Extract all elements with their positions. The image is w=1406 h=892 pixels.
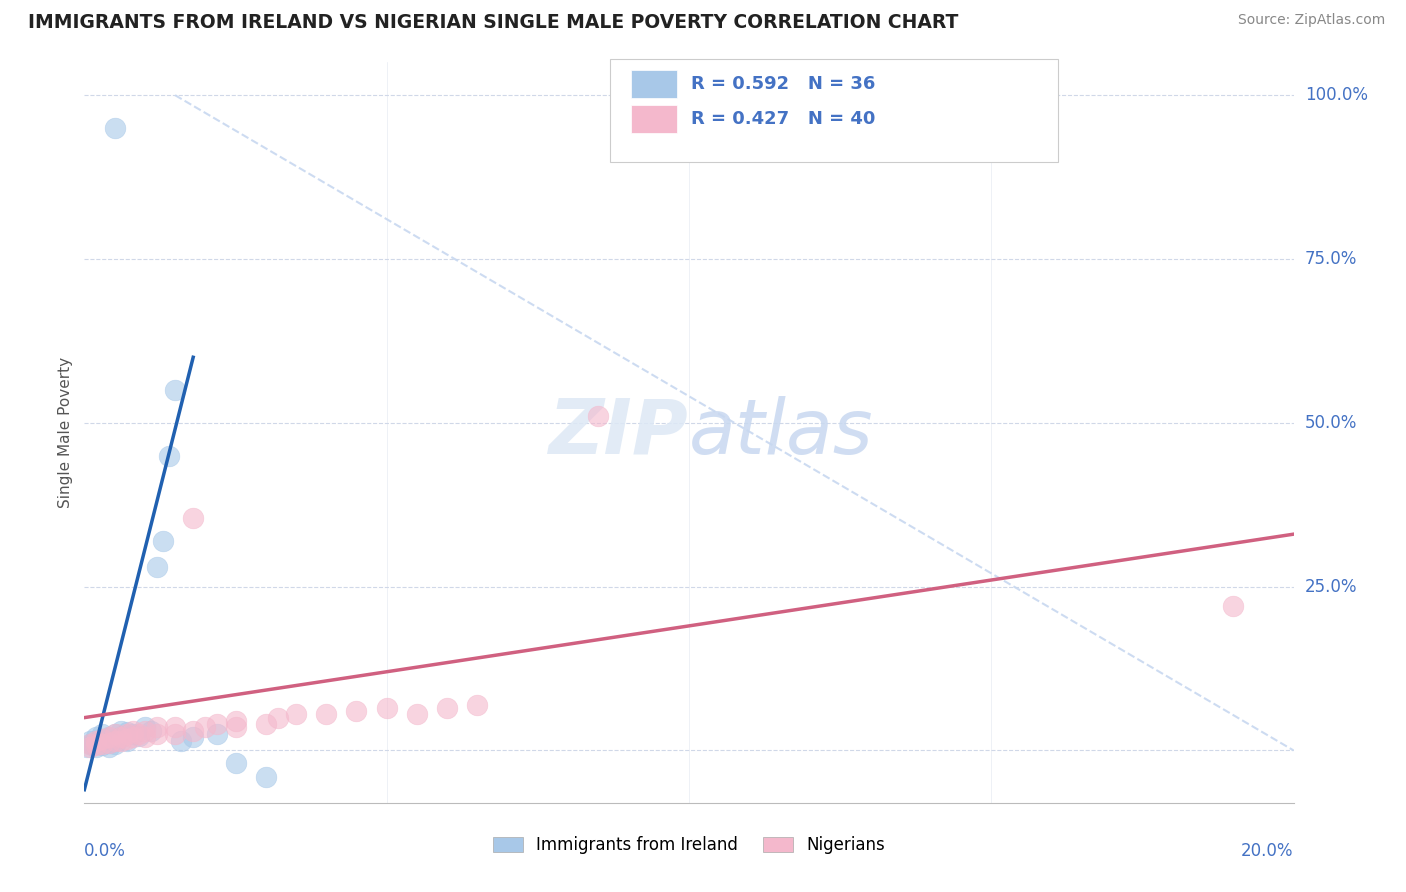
Point: [315, 707, 337, 722]
Point: [207, 717, 229, 731]
Point: [110, 723, 132, 738]
Point: [165, 383, 187, 397]
Y-axis label: Single Male Poverty: Single Male Poverty: [58, 357, 73, 508]
Point: [115, 725, 138, 739]
Point: [91, 731, 114, 746]
Point: [104, 733, 127, 747]
Point: [181, 723, 204, 738]
Point: [134, 723, 156, 738]
Text: atlas: atlas: [689, 396, 873, 469]
Point: [82, 738, 104, 752]
Point: [97, 740, 120, 755]
Text: 50.0%: 50.0%: [1305, 414, 1357, 432]
Text: IMMIGRANTS FROM IRELAND VS NIGERIAN SINGLE MALE POVERTY CORRELATION CHART: IMMIGRANTS FROM IRELAND VS NIGERIAN SING…: [28, 13, 959, 32]
Point: [115, 727, 138, 741]
Point: [285, 707, 308, 722]
Point: [86, 737, 108, 751]
Point: [94, 731, 117, 746]
Point: [181, 510, 204, 524]
Point: [225, 756, 247, 771]
Point: [104, 120, 127, 135]
Point: [406, 707, 429, 722]
Point: [152, 533, 174, 548]
Text: 20.0%: 20.0%: [1241, 842, 1294, 860]
Point: [128, 727, 150, 741]
FancyBboxPatch shape: [610, 59, 1057, 162]
Point: [110, 731, 132, 745]
Point: [79, 737, 101, 751]
Point: [91, 727, 114, 741]
Point: [134, 721, 156, 735]
Point: [104, 727, 127, 741]
Point: [146, 721, 169, 735]
Point: [110, 731, 132, 745]
Point: [134, 731, 156, 745]
Point: [79, 733, 101, 747]
Point: [225, 714, 247, 728]
Text: 25.0%: 25.0%: [1305, 578, 1357, 596]
Point: [254, 717, 277, 731]
Point: [89, 735, 111, 749]
Point: [165, 727, 187, 741]
Point: [146, 560, 169, 574]
Point: [128, 729, 150, 743]
Point: [104, 733, 127, 747]
Text: R = 0.427   N = 40: R = 0.427 N = 40: [692, 110, 876, 128]
Point: [91, 737, 114, 751]
Point: [86, 740, 108, 755]
Point: [79, 737, 101, 751]
Point: [76, 740, 98, 755]
Point: [86, 731, 108, 745]
Point: [91, 733, 114, 747]
Bar: [631, 70, 676, 98]
Point: [1222, 599, 1244, 614]
Point: [115, 731, 138, 746]
Point: [121, 727, 143, 741]
Point: [121, 723, 143, 738]
Point: [104, 727, 127, 741]
Point: [165, 721, 187, 735]
Point: [97, 735, 120, 749]
Point: [91, 738, 114, 752]
Point: [588, 409, 610, 424]
Text: 0.0%: 0.0%: [84, 842, 127, 860]
Text: ZIP: ZIP: [550, 396, 689, 469]
Point: [254, 770, 277, 784]
Text: 100.0%: 100.0%: [1305, 87, 1368, 104]
Point: [86, 733, 108, 747]
Point: [157, 449, 180, 463]
Point: [121, 731, 143, 745]
Legend: Immigrants from Ireland, Nigerians: Immigrants from Ireland, Nigerians: [486, 830, 891, 861]
Point: [115, 733, 138, 747]
Text: Source: ZipAtlas.com: Source: ZipAtlas.com: [1237, 13, 1385, 28]
Point: [139, 723, 162, 738]
Point: [97, 731, 120, 745]
Point: [170, 733, 193, 747]
Point: [375, 700, 398, 714]
Point: [467, 698, 489, 712]
Point: [181, 731, 204, 745]
Point: [146, 727, 169, 741]
Point: [194, 721, 217, 735]
Point: [97, 731, 120, 745]
Point: [436, 700, 458, 714]
Point: [97, 735, 120, 749]
Point: [86, 738, 108, 752]
Text: 75.0%: 75.0%: [1305, 250, 1357, 268]
Point: [207, 727, 229, 741]
Point: [110, 733, 132, 747]
Point: [79, 740, 101, 755]
Bar: [631, 104, 676, 133]
Point: [104, 737, 127, 751]
Text: R = 0.592   N = 36: R = 0.592 N = 36: [692, 75, 876, 93]
Point: [267, 711, 290, 725]
Point: [225, 721, 247, 735]
Point: [346, 704, 368, 718]
